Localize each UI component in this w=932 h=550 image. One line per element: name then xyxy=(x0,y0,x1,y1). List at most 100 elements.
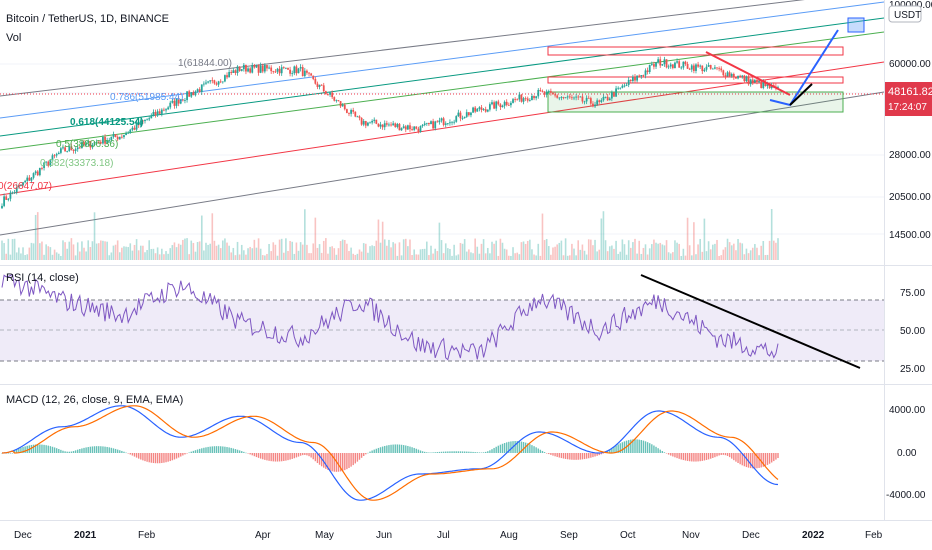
currency-badge[interactable]: USDT xyxy=(894,10,921,21)
candle-body xyxy=(692,65,695,71)
candle-body xyxy=(108,140,111,141)
volume-bar xyxy=(68,241,71,260)
candle-body xyxy=(596,100,599,105)
volume-bar xyxy=(672,252,674,260)
volume-bar xyxy=(632,242,634,260)
volume-bar xyxy=(240,244,243,260)
candle-body xyxy=(610,92,613,99)
histogram-bar xyxy=(112,448,115,453)
candle-body xyxy=(20,185,22,187)
candle-body xyxy=(324,91,327,95)
candle-body xyxy=(589,98,592,104)
candle-body xyxy=(558,97,561,99)
histogram-bar xyxy=(478,452,481,453)
volume-bar xyxy=(693,222,695,260)
volume-bar xyxy=(608,246,611,260)
candle-body xyxy=(125,133,127,136)
candle-body xyxy=(531,95,533,101)
candle-body xyxy=(495,101,498,109)
volume-bar xyxy=(133,244,136,260)
histogram-bar xyxy=(615,445,617,453)
histogram-bar xyxy=(453,451,455,453)
volume-bar xyxy=(198,241,201,260)
histogram-bar xyxy=(358,453,361,460)
candle-body xyxy=(507,104,510,106)
candle-body xyxy=(728,72,731,77)
histogram-bar xyxy=(77,449,79,453)
candle-body xyxy=(57,152,60,155)
volume-bar xyxy=(150,248,153,260)
histogram-bar xyxy=(194,450,197,453)
volume-bar xyxy=(243,250,245,260)
candle-body xyxy=(730,73,733,77)
histogram-bar xyxy=(676,453,678,459)
histogram-bar xyxy=(484,451,487,453)
candle-body xyxy=(463,116,466,119)
volume-bar xyxy=(545,238,548,260)
histogram-bar xyxy=(649,443,651,453)
candle-body xyxy=(758,81,760,83)
histogram-bar xyxy=(545,453,548,454)
histogram-bar xyxy=(535,447,537,453)
histogram-bar xyxy=(337,453,340,472)
candle-body xyxy=(367,122,369,126)
histogram-bar xyxy=(434,452,436,453)
candle-body xyxy=(171,100,174,103)
volume-bar xyxy=(550,254,552,260)
histogram-bar xyxy=(360,453,363,458)
candle-body xyxy=(200,84,203,93)
candle-body xyxy=(106,140,109,144)
candle-body xyxy=(444,123,447,125)
volume-bar xyxy=(465,251,468,260)
candle-body xyxy=(165,109,167,111)
volume-bar xyxy=(331,246,333,260)
histogram-bar xyxy=(533,446,535,453)
histogram-bar xyxy=(102,446,104,453)
histogram-bar xyxy=(762,453,764,467)
histogram-bar xyxy=(316,453,319,464)
currency-badge-box[interactable] xyxy=(888,5,922,23)
candle-body xyxy=(623,85,626,87)
symbol-title: Bitcoin / TetherUS, 1D, BINANCE xyxy=(6,13,169,25)
candle-body xyxy=(619,87,622,89)
candle-body xyxy=(617,87,620,89)
candle-body xyxy=(526,98,529,101)
histogram-bar xyxy=(310,453,312,458)
candle-body xyxy=(141,120,144,122)
histogram-bar xyxy=(270,453,272,462)
candle-body xyxy=(497,101,500,105)
histogram-bar xyxy=(466,451,468,453)
candle-body xyxy=(282,67,285,69)
histogram-bar xyxy=(356,453,359,462)
macd-signal-line xyxy=(1,405,779,501)
volume-bar xyxy=(463,239,466,260)
histogram-bar xyxy=(148,453,150,463)
histogram-bar xyxy=(209,446,211,453)
histogram-bar xyxy=(617,444,619,453)
volume-bar xyxy=(707,241,710,260)
histogram-bar xyxy=(238,450,241,453)
candle-body xyxy=(556,95,559,98)
volume-bar xyxy=(255,247,258,260)
candle-body xyxy=(146,119,149,121)
volume-bar xyxy=(766,254,769,260)
histogram-bar xyxy=(768,453,771,464)
time-axis[interactable]: Dec 2021 Feb Apr May Jun Jul Aug Sep Oct… xyxy=(14,530,883,541)
histogram-bar xyxy=(167,453,169,462)
volume-bar xyxy=(775,242,777,260)
histogram-bar xyxy=(518,441,521,453)
volume-bar xyxy=(644,244,647,260)
channel-line xyxy=(0,0,805,97)
candle-body xyxy=(209,80,212,82)
time-label: Oct xyxy=(620,530,636,541)
price-axis[interactable]: 100000.00 USDT 60000.00 48161.82 17:24:0… xyxy=(885,0,932,501)
histogram-bar xyxy=(573,453,575,460)
price-tick: 20500.00 xyxy=(889,192,931,203)
histogram-bar xyxy=(201,448,203,453)
candle-body xyxy=(631,76,634,82)
volume-bar xyxy=(57,253,60,260)
fib-label-0382: 0.382(33373.18) xyxy=(40,158,113,169)
histogram-bar xyxy=(405,445,407,453)
histogram-bar xyxy=(196,449,199,453)
